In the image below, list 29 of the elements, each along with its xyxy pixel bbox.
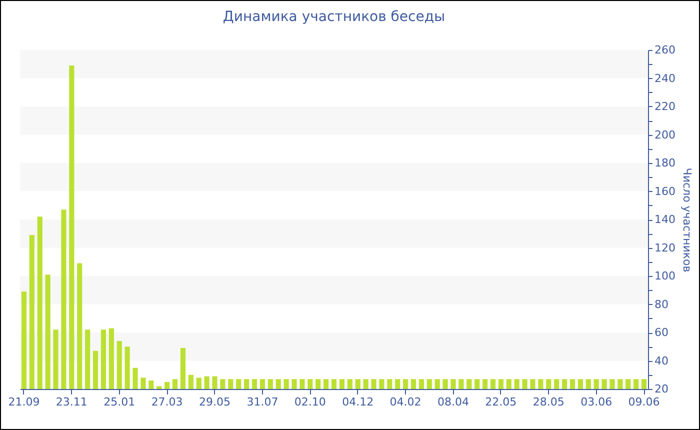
y-tick-label: 160 bbox=[654, 184, 676, 198]
y-tick-label: 240 bbox=[654, 72, 676, 85]
y-tick-label: 220 bbox=[654, 100, 676, 113]
x-tick-label: 29.05 bbox=[199, 396, 231, 408]
x-tick-label: 22.05 bbox=[485, 396, 517, 408]
y-tick-label: 120 bbox=[654, 241, 676, 254]
y-tick-label: 80 bbox=[654, 298, 668, 311]
x-tick-label: 04.02 bbox=[390, 396, 422, 408]
y-tick-label: 200 bbox=[654, 128, 676, 142]
x-tick-label: 09.06 bbox=[628, 396, 660, 408]
y-axis-title: Число участников bbox=[680, 168, 694, 272]
y-tick-label: 180 bbox=[654, 156, 676, 170]
x-tick-label: 28.05 bbox=[532, 396, 564, 408]
y-tick-label: 60 bbox=[654, 326, 668, 339]
y-tick-label: 140 bbox=[654, 213, 676, 226]
x-tick-label: 23.11 bbox=[56, 396, 88, 408]
y-tick-label: 100 bbox=[654, 270, 676, 282]
x-tick-label: 08.04 bbox=[437, 396, 469, 408]
x-tick-label: 25.01 bbox=[104, 396, 136, 408]
x-tick-label: 03.06 bbox=[580, 396, 612, 408]
x-tick-label: 04.12 bbox=[342, 396, 374, 408]
x-tick-label: 02.10 bbox=[294, 396, 326, 408]
x-tick-label: 21.09 bbox=[8, 396, 40, 408]
y-tick-label: 20 bbox=[654, 382, 668, 396]
x-tick-label: 31.07 bbox=[246, 396, 278, 408]
y-tick-label: 40 bbox=[654, 354, 668, 368]
y-tick-label: 260 bbox=[654, 44, 676, 56]
x-tick-label: 27.03 bbox=[151, 396, 183, 408]
chart-title: Динамика участников беседы bbox=[222, 9, 446, 25]
